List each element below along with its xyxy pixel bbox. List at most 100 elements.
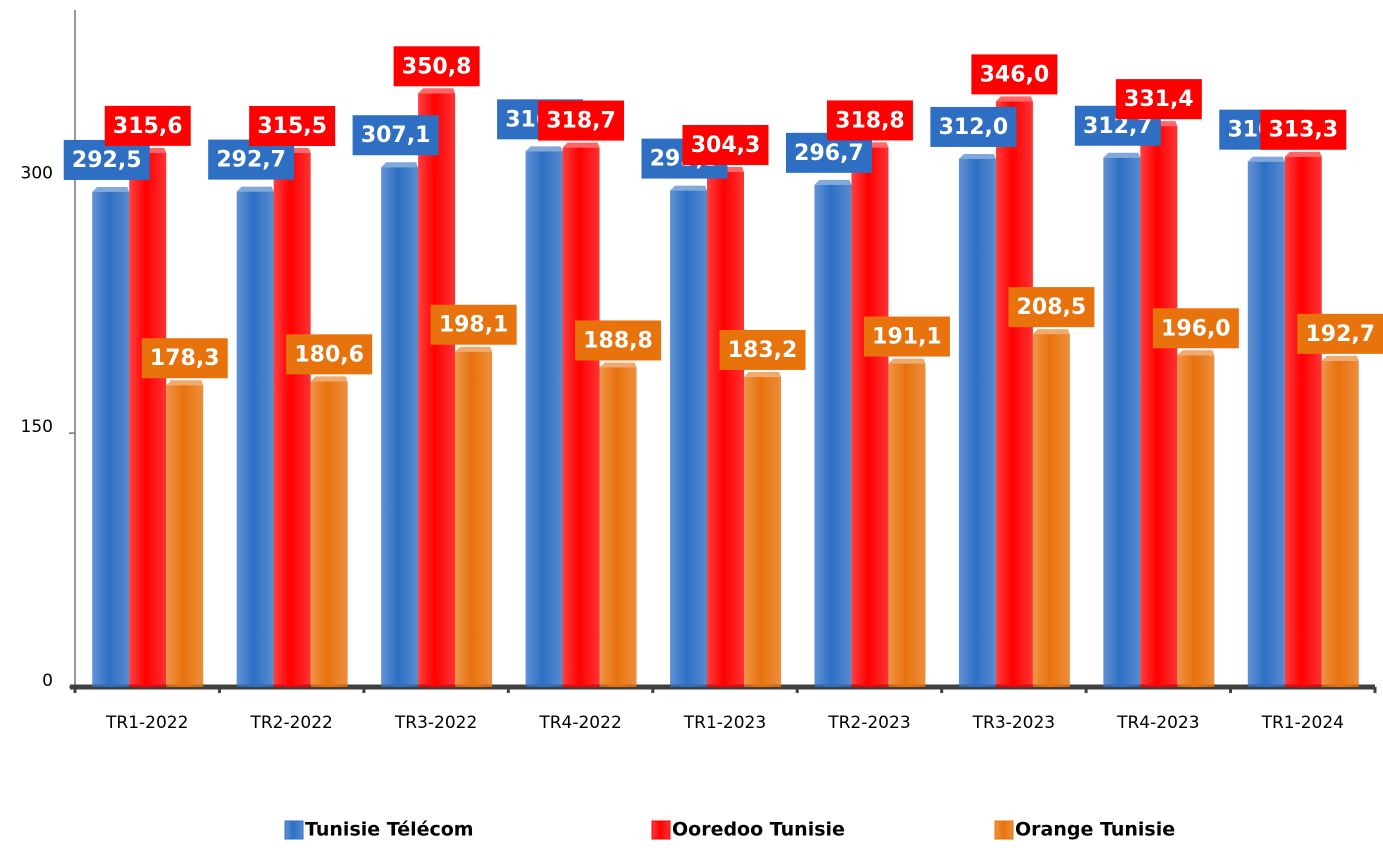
bar	[744, 376, 781, 687]
bar-top	[166, 380, 204, 386]
y-tick-label: 300	[21, 163, 53, 183]
bar-top	[958, 153, 996, 159]
value-label-box	[1115, 79, 1202, 120]
bar-top	[1247, 156, 1285, 162]
bar	[310, 381, 348, 687]
bar-top	[670, 185, 707, 191]
bar	[995, 101, 1033, 687]
value-label: 318,7	[546, 109, 616, 134]
value-label-box	[971, 54, 1058, 95]
y-tick-label: 150	[21, 417, 53, 437]
bar	[1177, 355, 1215, 687]
value-label-box	[249, 106, 336, 147]
bar-top	[995, 96, 1033, 102]
value-label-box	[575, 320, 662, 361]
value-label-box	[104, 105, 191, 146]
bar-top	[310, 376, 348, 382]
value-label-box	[682, 124, 769, 165]
value-label: 312,0	[939, 115, 1009, 140]
legend-label: Tunisie Télécom	[305, 819, 474, 841]
bar	[236, 191, 274, 687]
bar	[707, 171, 744, 688]
bar-top	[1103, 152, 1141, 158]
x-tick-label: TR3-2022	[394, 713, 477, 733]
value-label-box	[863, 316, 950, 357]
legend-swatch	[994, 820, 1014, 840]
value-label: 331,4	[1124, 87, 1194, 112]
value-label: 313,3	[1268, 118, 1338, 143]
value-label: 198,1	[439, 313, 509, 338]
x-tick-label: TR1-2022	[105, 713, 188, 733]
value-label: 318,8	[835, 108, 905, 133]
value-label: 346,0	[980, 62, 1050, 87]
value-label-box	[208, 139, 295, 180]
bar-top	[1321, 355, 1359, 361]
bar-top	[1032, 329, 1070, 335]
value-label: 196,0	[1161, 316, 1231, 341]
value-label-box	[1008, 287, 1095, 328]
value-label: 350,8	[402, 54, 472, 79]
legend-label: Ooredoo Tunisie	[672, 819, 845, 841]
value-label-box	[1260, 109, 1347, 150]
bar-top	[236, 186, 274, 192]
bar-top	[418, 88, 456, 94]
value-label: 315,5	[257, 114, 327, 139]
value-label-box	[930, 106, 1017, 147]
x-tick-label: TR2-2022	[249, 713, 332, 733]
value-label: 192,7	[1305, 322, 1375, 347]
x-tick-label: TR4-2023	[1116, 713, 1199, 733]
value-label-box	[719, 329, 806, 370]
bar-top	[92, 186, 130, 192]
bar-top	[455, 346, 493, 352]
value-label: 208,5	[1017, 295, 1087, 320]
bar	[1284, 156, 1322, 687]
bar	[455, 351, 493, 687]
value-label-box	[286, 334, 373, 375]
legend-swatch	[651, 820, 671, 840]
value-label: 315,6	[113, 114, 183, 139]
value-label: 191,1	[872, 325, 942, 350]
bar	[418, 93, 456, 687]
x-tick-label: TR1-2024	[1261, 713, 1344, 733]
bar	[1247, 161, 1285, 687]
bar	[525, 151, 563, 688]
value-label-box	[538, 100, 625, 141]
bar	[1103, 157, 1141, 687]
bar	[958, 158, 996, 687]
bar	[599, 367, 637, 687]
bar-top	[1284, 151, 1322, 157]
value-label-box	[393, 46, 480, 87]
value-label-box	[352, 115, 439, 156]
bar-top	[1177, 350, 1215, 356]
x-tick-label: TR2-2023	[827, 713, 910, 733]
bar	[381, 167, 419, 687]
value-label-box	[141, 338, 228, 379]
value-label: 292,5	[72, 148, 142, 173]
x-tick-label: TR4-2022	[538, 713, 621, 733]
bar	[670, 190, 707, 687]
bar-top	[381, 162, 419, 168]
value-label-box	[1297, 313, 1383, 354]
value-label-box	[1152, 308, 1239, 349]
bar	[166, 385, 204, 687]
y-tick-label: 0	[42, 671, 53, 691]
value-label: 183,2	[728, 338, 798, 363]
bar	[1032, 334, 1070, 687]
bar	[92, 191, 130, 687]
bar	[562, 147, 600, 688]
bar	[1321, 360, 1359, 687]
bar-top	[525, 146, 563, 152]
bar-top	[744, 371, 781, 377]
value-label: 296,7	[794, 141, 864, 166]
bar-top	[814, 179, 852, 185]
value-label: 307,1	[361, 123, 431, 148]
value-label: 292,7	[216, 148, 286, 173]
bar	[888, 363, 926, 687]
legend-swatch	[284, 820, 304, 840]
x-tick-label: TR1-2023	[683, 713, 766, 733]
bar	[814, 184, 852, 687]
x-tick-label: TR3-2023	[972, 713, 1055, 733]
bar	[1140, 126, 1178, 688]
value-label-box	[430, 304, 517, 345]
